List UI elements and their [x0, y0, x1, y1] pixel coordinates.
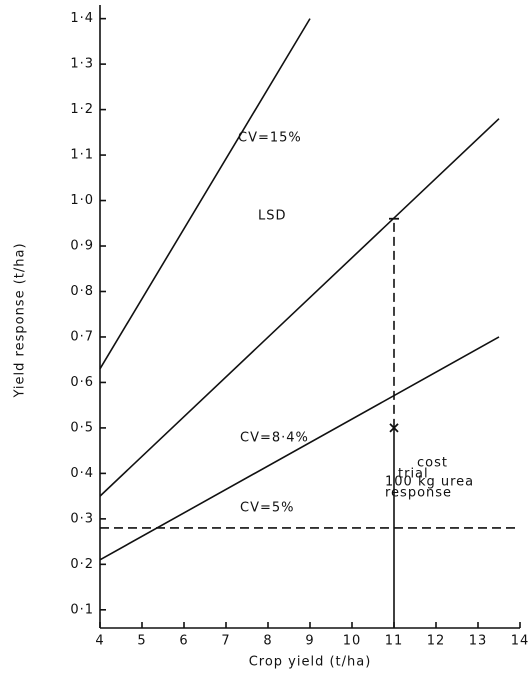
- y-tick-label: 1·2: [70, 102, 94, 117]
- x-tick-label: 4: [95, 634, 104, 649]
- annotation: response: [385, 486, 452, 501]
- annotation: cost: [417, 456, 448, 471]
- x-axis-label: Crop yield (t/ha): [249, 655, 372, 670]
- line: [99, 118, 500, 497]
- y-tick-label: 0·2: [70, 557, 94, 572]
- x-tick-label: 6: [179, 634, 188, 649]
- y-tick-label: 0·1: [70, 602, 94, 617]
- x-tick-label: 8: [263, 634, 272, 649]
- x-tick-label: 10: [343, 634, 362, 649]
- line: [99, 18, 311, 370]
- y-tick-label: 0·8: [70, 284, 94, 299]
- x-tick-label: 5: [137, 634, 146, 649]
- annotation: 100 kg urea: [385, 475, 474, 490]
- y-tick-label: 1·4: [70, 11, 94, 26]
- y-tick-label: 1·1: [70, 148, 94, 163]
- annotation: CV=15%: [238, 131, 302, 146]
- x-tick-label: 13: [469, 634, 488, 649]
- x-tick-label: 7: [221, 634, 230, 649]
- y-tick-label: 0·9: [70, 239, 94, 254]
- y-tick-label: 0·6: [70, 375, 94, 390]
- y-tick-label: 0·7: [70, 329, 94, 344]
- y-tick-label: 1·3: [70, 57, 94, 72]
- line: [99, 336, 500, 561]
- y-tick-label: 0·3: [70, 511, 94, 526]
- x-tick-label: 14: [511, 634, 530, 649]
- x-tick-label: 9: [305, 634, 314, 649]
- annotation: trial: [398, 467, 429, 482]
- x-tick-label: 11: [385, 634, 404, 649]
- annotation: CV=8·4%: [240, 431, 309, 446]
- annotation: LSD: [258, 209, 287, 224]
- y-axis-label: Yield response (t/ha): [13, 242, 28, 398]
- annotation: CV=5%: [240, 501, 295, 516]
- x-tick-label: 12: [427, 634, 446, 649]
- y-tick-label: 0·5: [70, 420, 94, 435]
- y-tick-label: 1·0: [70, 193, 94, 208]
- y-tick-label: 0·4: [70, 466, 94, 481]
- point-marker: [389, 423, 399, 433]
